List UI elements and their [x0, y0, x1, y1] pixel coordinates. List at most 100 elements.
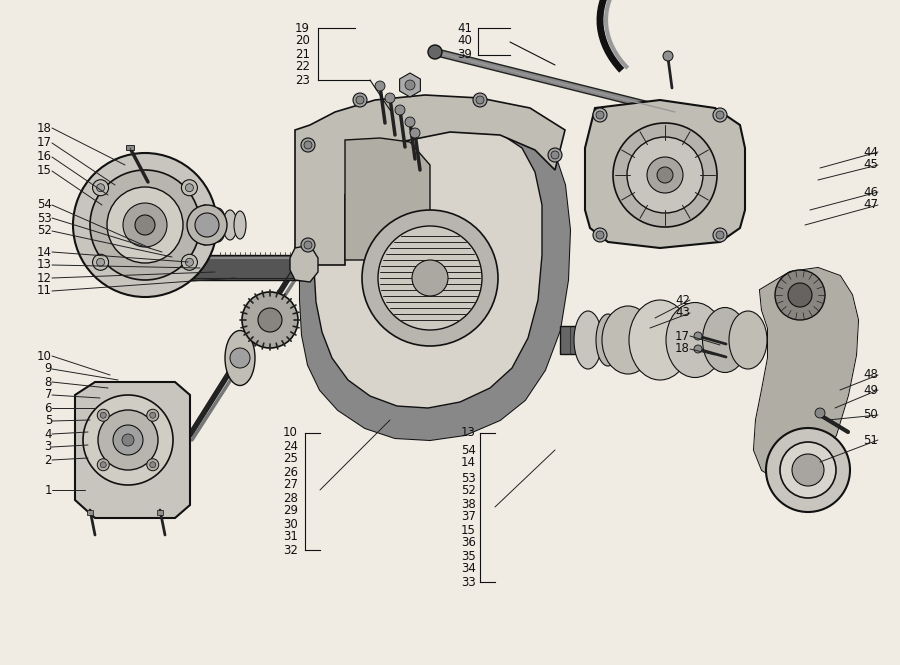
Polygon shape: [75, 382, 190, 518]
Text: 39: 39: [457, 47, 472, 61]
Text: 25: 25: [284, 452, 298, 466]
Circle shape: [147, 409, 158, 421]
Text: 14: 14: [461, 456, 476, 469]
Circle shape: [107, 187, 183, 263]
Text: 38: 38: [461, 497, 476, 511]
Text: 6: 6: [44, 402, 52, 414]
Circle shape: [428, 45, 442, 59]
Circle shape: [242, 292, 298, 348]
Polygon shape: [560, 326, 740, 354]
Circle shape: [96, 184, 104, 192]
Polygon shape: [295, 95, 565, 265]
Circle shape: [90, 170, 200, 280]
Circle shape: [657, 167, 673, 183]
Circle shape: [405, 80, 415, 90]
Circle shape: [122, 434, 134, 446]
Text: 4: 4: [44, 428, 52, 440]
Ellipse shape: [729, 311, 767, 369]
Circle shape: [93, 180, 109, 196]
Circle shape: [182, 254, 197, 270]
Ellipse shape: [596, 314, 620, 366]
Circle shape: [97, 459, 109, 471]
Ellipse shape: [234, 211, 246, 239]
Circle shape: [548, 148, 562, 162]
Circle shape: [473, 93, 487, 107]
Circle shape: [362, 210, 498, 346]
Circle shape: [195, 213, 219, 237]
Circle shape: [694, 332, 702, 340]
Text: 53: 53: [461, 471, 476, 485]
Text: 52: 52: [37, 225, 52, 237]
Text: 10: 10: [37, 350, 52, 362]
Circle shape: [98, 410, 158, 470]
Circle shape: [185, 184, 193, 192]
Circle shape: [93, 254, 109, 270]
Text: 28: 28: [284, 491, 298, 505]
Text: 52: 52: [461, 485, 476, 497]
Circle shape: [713, 228, 727, 242]
Text: 50: 50: [863, 408, 878, 422]
Circle shape: [613, 123, 717, 227]
Ellipse shape: [225, 331, 255, 386]
Circle shape: [716, 231, 724, 239]
Ellipse shape: [703, 307, 748, 372]
Text: 18: 18: [37, 122, 52, 134]
Circle shape: [123, 203, 167, 247]
Circle shape: [551, 151, 559, 159]
Text: 20: 20: [295, 35, 310, 47]
Circle shape: [596, 111, 604, 119]
Text: 49: 49: [863, 384, 878, 396]
Text: 16: 16: [37, 150, 52, 164]
Text: 14: 14: [37, 245, 52, 259]
Circle shape: [405, 117, 415, 127]
Circle shape: [792, 454, 824, 486]
Text: 8: 8: [45, 376, 52, 388]
Polygon shape: [155, 255, 310, 280]
Circle shape: [395, 105, 405, 115]
Polygon shape: [754, 268, 858, 480]
Circle shape: [185, 258, 193, 266]
Circle shape: [356, 96, 364, 104]
Circle shape: [100, 462, 106, 467]
Ellipse shape: [210, 208, 226, 242]
Circle shape: [353, 93, 367, 107]
Text: 54: 54: [461, 444, 476, 456]
Text: 19: 19: [295, 21, 310, 35]
Text: 40: 40: [457, 35, 472, 47]
Circle shape: [301, 238, 315, 252]
Text: 47: 47: [863, 198, 878, 211]
Polygon shape: [345, 138, 430, 260]
Circle shape: [780, 442, 836, 498]
Text: 26: 26: [283, 465, 298, 479]
Text: 27: 27: [283, 479, 298, 491]
Text: 34: 34: [461, 563, 476, 575]
Text: 41: 41: [457, 21, 472, 35]
Text: 9: 9: [44, 362, 52, 376]
Circle shape: [135, 215, 155, 235]
Text: 53: 53: [37, 211, 52, 225]
Text: 43: 43: [675, 307, 690, 319]
Text: 22: 22: [295, 61, 310, 74]
Text: 15: 15: [37, 164, 52, 178]
Circle shape: [647, 157, 683, 193]
Text: 13: 13: [37, 259, 52, 271]
Polygon shape: [314, 118, 542, 408]
Circle shape: [73, 153, 217, 297]
Circle shape: [713, 108, 727, 122]
Circle shape: [149, 462, 156, 467]
Text: 5: 5: [45, 414, 52, 428]
Circle shape: [230, 348, 250, 368]
Circle shape: [301, 138, 315, 152]
Circle shape: [410, 128, 420, 138]
Circle shape: [97, 409, 109, 421]
Polygon shape: [754, 268, 858, 480]
Circle shape: [149, 412, 156, 418]
Circle shape: [113, 425, 143, 455]
Text: 10: 10: [284, 426, 298, 440]
Text: 42: 42: [675, 293, 690, 307]
Circle shape: [412, 260, 448, 296]
Polygon shape: [157, 510, 163, 515]
Circle shape: [385, 93, 395, 103]
Text: 11: 11: [37, 285, 52, 297]
Circle shape: [627, 137, 703, 213]
